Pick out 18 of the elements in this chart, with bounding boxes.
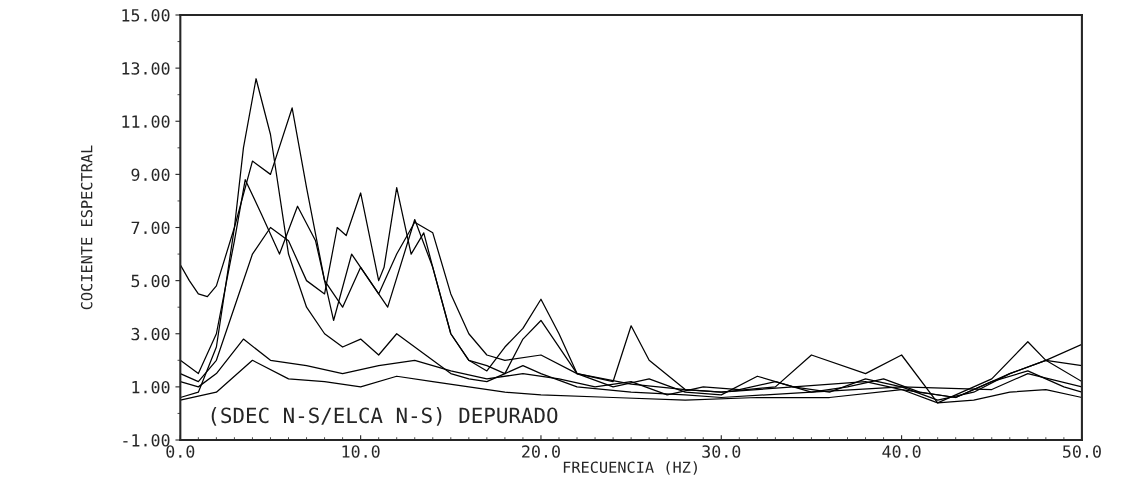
y-tick-label: 9.00 (131, 168, 170, 181)
y-tick-label: 1.00 (132, 380, 170, 394)
y-axis-title: COCIENTE ESPECTRAL (80, 145, 93, 310)
y-tick-label: 15.00 (122, 9, 170, 22)
y-tick-label: 7.00 (131, 221, 170, 235)
x-tick-label: 30.0 (702, 445, 741, 458)
x-tick-label: 10.0 (342, 445, 380, 458)
x-tick-label: 20.0 (522, 445, 560, 458)
y-tick-label: 13.00 (122, 62, 170, 75)
x-tick-label: 0.0 (166, 445, 195, 458)
y-tick-label: 5.00 (131, 274, 170, 288)
y-tick-label: 11.00 (122, 115, 170, 128)
x-axis-title: FRECUENCIA (HZ) (563, 461, 697, 475)
y-tick-label: 3.00 (131, 327, 170, 341)
x-tick-label: 40.0 (882, 445, 921, 458)
y-tick-label: -1.00 (123, 434, 170, 447)
x-tick-label: 50.0 (1063, 445, 1101, 458)
annotation: (SDEC N-S/ELCA N-S) DEPURADO (211, 407, 558, 426)
